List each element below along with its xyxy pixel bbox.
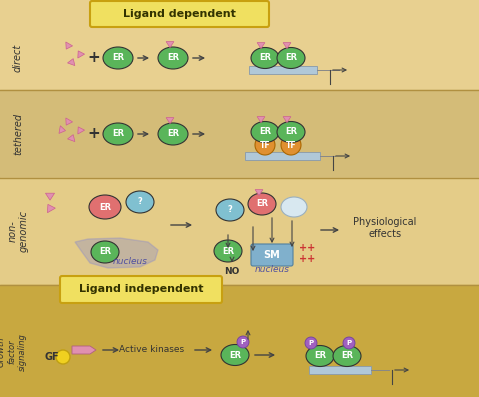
Polygon shape [66,118,73,125]
Text: ER: ER [285,54,297,62]
Ellipse shape [89,195,121,219]
Text: ?: ? [228,206,232,214]
Text: ER: ER [259,127,271,137]
Polygon shape [166,42,174,48]
Polygon shape [75,238,158,268]
Ellipse shape [221,345,249,366]
Text: ER: ER [314,351,326,360]
Ellipse shape [103,123,133,145]
Polygon shape [72,346,96,354]
Text: ER: ER [256,200,268,208]
Text: P: P [240,339,246,345]
Polygon shape [68,135,75,142]
Text: GF: GF [45,352,59,362]
Ellipse shape [216,199,244,221]
Bar [246,152,320,160]
Text: Growth
factor
signaling: Growth factor signaling [0,333,27,371]
Text: ER: ER [341,351,353,360]
Ellipse shape [126,191,154,213]
Text: Ligand independent: Ligand independent [79,285,203,295]
Text: ?: ? [137,197,142,206]
Text: ++: ++ [299,243,315,253]
Polygon shape [255,190,263,196]
Ellipse shape [158,47,188,69]
Bar [0,90,479,178]
Text: NO: NO [224,268,240,276]
Polygon shape [68,59,75,66]
Ellipse shape [281,197,307,217]
Ellipse shape [333,345,361,366]
Bar [0,0,479,90]
Ellipse shape [277,121,305,143]
Polygon shape [257,42,265,48]
Text: +: + [88,50,101,66]
Text: Physiological
effects: Physiological effects [354,217,417,239]
FancyBboxPatch shape [60,276,222,303]
Text: P: P [308,340,314,346]
Text: nucleus: nucleus [113,256,148,266]
Ellipse shape [103,47,133,69]
Text: +: + [88,127,101,141]
FancyBboxPatch shape [251,244,293,266]
Text: ER: ER [99,202,111,212]
Circle shape [255,135,275,155]
Text: tethered: tethered [13,113,23,155]
Polygon shape [283,117,291,123]
Polygon shape [59,126,66,133]
Text: ER: ER [229,351,241,360]
Circle shape [305,337,317,349]
Bar [249,66,317,74]
Ellipse shape [251,48,279,69]
Ellipse shape [306,345,334,366]
Polygon shape [257,117,265,123]
Ellipse shape [91,241,119,263]
Text: ++: ++ [299,254,315,264]
Ellipse shape [248,193,276,215]
Text: ER: ER [259,54,271,62]
Text: ER: ER [285,127,297,137]
Circle shape [281,135,301,155]
FancyBboxPatch shape [90,1,269,27]
Bar [0,178,479,285]
Polygon shape [78,51,85,58]
Ellipse shape [277,48,305,69]
Bar [309,366,371,374]
Text: non-
genomic: non- genomic [7,210,29,252]
Polygon shape [283,42,291,48]
Text: ER: ER [112,54,124,62]
Polygon shape [78,127,85,134]
Circle shape [237,336,249,348]
Text: ER: ER [112,129,124,139]
Polygon shape [66,42,73,49]
Text: ER: ER [167,54,179,62]
Polygon shape [166,118,174,123]
Text: ER: ER [167,129,179,139]
Ellipse shape [251,121,279,143]
Polygon shape [47,204,56,213]
Text: TF: TF [260,141,270,150]
Circle shape [56,350,70,364]
Polygon shape [46,193,55,200]
Text: Active kinases: Active kinases [119,345,184,355]
Text: ER: ER [222,247,234,256]
Text: nucleus: nucleus [254,266,289,274]
Text: TF: TF [285,141,297,150]
Text: SM: SM [263,250,280,260]
Ellipse shape [214,240,242,262]
Text: ER: ER [99,247,111,256]
Circle shape [343,337,355,349]
Text: Ligand dependent: Ligand dependent [123,9,236,19]
Bar [0,285,479,397]
Text: P: P [346,340,352,346]
Ellipse shape [158,123,188,145]
Text: direct: direct [13,44,23,72]
